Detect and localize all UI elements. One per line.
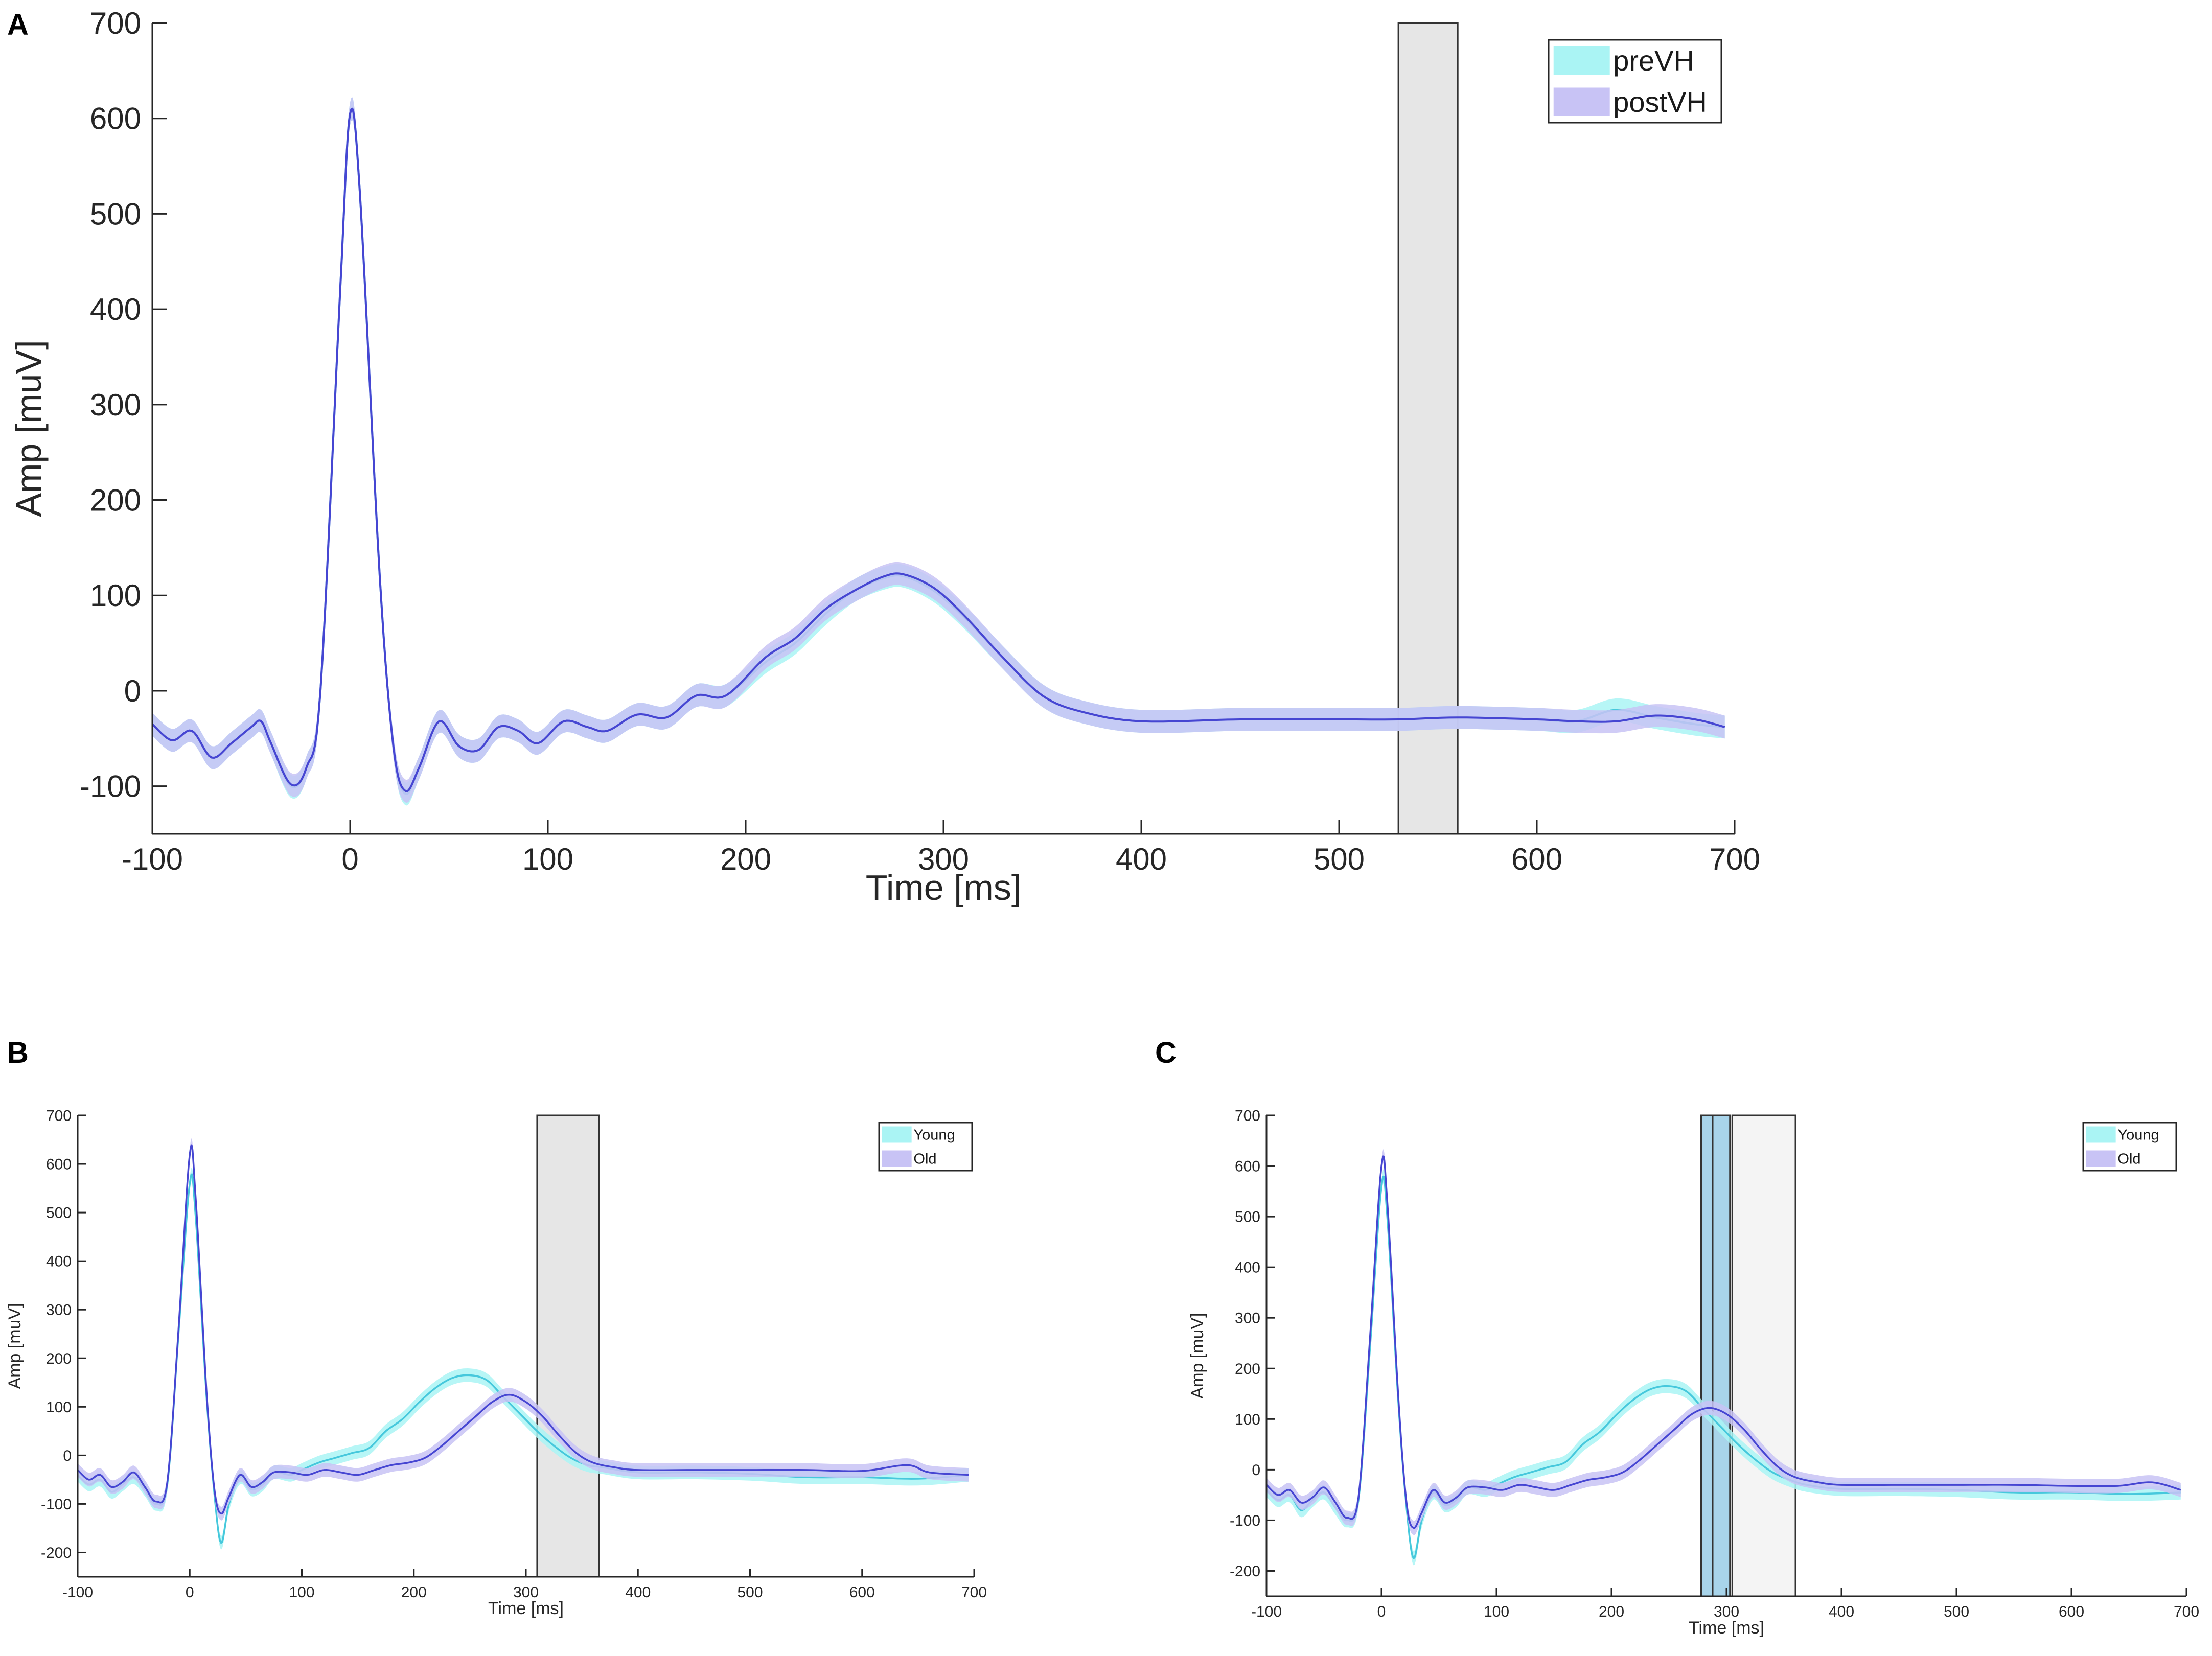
x-tick-label: 700 (1709, 842, 1760, 876)
y-tick-label: 700 (1235, 1108, 1260, 1125)
y-tick-label: 700 (90, 6, 141, 40)
x-tick-label: 400 (1829, 1603, 1854, 1620)
x-tick-label: 600 (2059, 1603, 2084, 1620)
panel-letter-a: A (7, 8, 29, 41)
analysis-window-0 (1397, 22, 1459, 835)
panel-b-chart: -100 0 100 200 300 400 500 600 700 -200 -100 0 100 20… (5, 1108, 987, 1618)
panel-a-chart: -100 0 100 200 300 400 500 600 700 -100 0 100 200 300… (9, 6, 1760, 907)
y-tick-label: 0 (124, 674, 141, 708)
panel-letter-c: C (1155, 1036, 1177, 1069)
x-tick-label: 500 (737, 1584, 763, 1601)
x-tick-label: 600 (849, 1584, 875, 1601)
x-tick-label: 100 (289, 1584, 314, 1601)
legend-label-Old: Old (2117, 1151, 2140, 1168)
y-tick-label: 100 (1235, 1411, 1260, 1428)
y-tick-label: 400 (90, 292, 141, 326)
legend-label-Old: Old (913, 1151, 936, 1168)
x-tick-label: 700 (2174, 1603, 2199, 1620)
x-tick-label: 0 (341, 842, 358, 876)
y-tick-label: 700 (46, 1108, 72, 1125)
series-line-Old (1265, 1155, 2181, 1529)
legend-label-preVH: preVH (1613, 44, 1694, 77)
analysis-window-0 (536, 1114, 600, 1578)
y-tick-label: 0 (1252, 1462, 1260, 1479)
x-tick-label: -100 (1251, 1603, 1282, 1620)
y-tick-label: -200 (41, 1545, 72, 1561)
y-tick-label: -200 (1230, 1563, 1260, 1580)
y-tick-label: 500 (46, 1205, 72, 1222)
y-tick-label: 600 (46, 1156, 72, 1173)
x-tick-label: 300 (1714, 1603, 1739, 1620)
x-tick-label: -100 (122, 842, 183, 876)
y-axis-label: Amp [muV] (5, 1303, 25, 1389)
x-tick-label: 200 (1599, 1603, 1624, 1620)
x-tick-label: 200 (720, 842, 771, 876)
y-tick-label: -100 (80, 769, 141, 804)
y-tick-label: 500 (1235, 1209, 1260, 1226)
x-tick-label: 0 (1377, 1603, 1386, 1620)
x-tick-label: 300 (513, 1584, 539, 1601)
y-axis-label: Amp [muV] (1188, 1313, 1207, 1398)
series-line-Young (77, 1173, 969, 1544)
series-band-postVH (152, 97, 1725, 803)
y-tick-label: 0 (63, 1448, 72, 1464)
legend-label-Young: Young (2117, 1127, 2159, 1144)
y-tick-label: -100 (41, 1496, 72, 1513)
series-band-Young (78, 1168, 969, 1550)
y-tick-label: 300 (46, 1302, 72, 1319)
x-axis-label: Time [ms] (866, 868, 1022, 907)
x-tick-label: 500 (1314, 842, 1365, 876)
x-tick-label: 100 (1484, 1603, 1509, 1620)
legend-swatch-Young (882, 1126, 912, 1143)
y-tick-label: 200 (1235, 1361, 1260, 1378)
legend-swatch-Old (882, 1150, 912, 1167)
x-axis-label: Time [ms] (1689, 1618, 1764, 1638)
x-tick-label: 0 (186, 1584, 194, 1601)
series-line-Old (77, 1144, 969, 1515)
legend-swatch-Old (2086, 1150, 2116, 1167)
y-axis-label: Amp [muV] (9, 340, 49, 517)
x-tick-label: 500 (1944, 1603, 1969, 1620)
x-tick-label: 700 (961, 1584, 987, 1601)
y-tick-label: 300 (1235, 1310, 1260, 1327)
y-tick-label: 200 (46, 1350, 72, 1367)
analysis-window-1 (1700, 1114, 1731, 1597)
x-tick-label: -100 (62, 1584, 93, 1601)
x-axis-label: Time [ms] (488, 1599, 564, 1618)
y-tick-label: 100 (46, 1399, 72, 1416)
y-tick-label: 400 (1235, 1260, 1260, 1276)
y-tick-label: 600 (1235, 1158, 1260, 1175)
x-tick-label: 400 (1116, 842, 1167, 876)
y-tick-label: 500 (90, 197, 141, 231)
x-tick-label: 400 (625, 1584, 651, 1601)
x-tick-label: 300 (918, 842, 969, 876)
y-tick-label: 300 (90, 388, 141, 422)
panel-letter-b: B (7, 1036, 29, 1069)
analysis-window-0 (1731, 1114, 1796, 1597)
series-line-postVH (151, 107, 1725, 792)
legend-swatch-postVH (1553, 87, 1610, 116)
y-tick-label: 100 (90, 578, 141, 613)
x-tick-label: 600 (1511, 842, 1562, 876)
legend-swatch-preVH (1553, 46, 1610, 75)
legend-swatch-Young (2086, 1126, 2116, 1143)
y-tick-label: 400 (46, 1253, 72, 1270)
legend-label-Young: Young (913, 1127, 955, 1144)
x-tick-label: 200 (401, 1584, 427, 1601)
y-tick-label: 600 (90, 102, 141, 136)
x-tick-label: 100 (522, 842, 573, 876)
y-tick-label: 200 (90, 483, 141, 518)
y-tick-label: -100 (1230, 1512, 1260, 1529)
panel-c-chart: -100 0 100 200 300 400 500 600 700 -200 -100 0 100 20… (1188, 1108, 2199, 1638)
legend-label-postVH: postVH (1613, 86, 1707, 118)
